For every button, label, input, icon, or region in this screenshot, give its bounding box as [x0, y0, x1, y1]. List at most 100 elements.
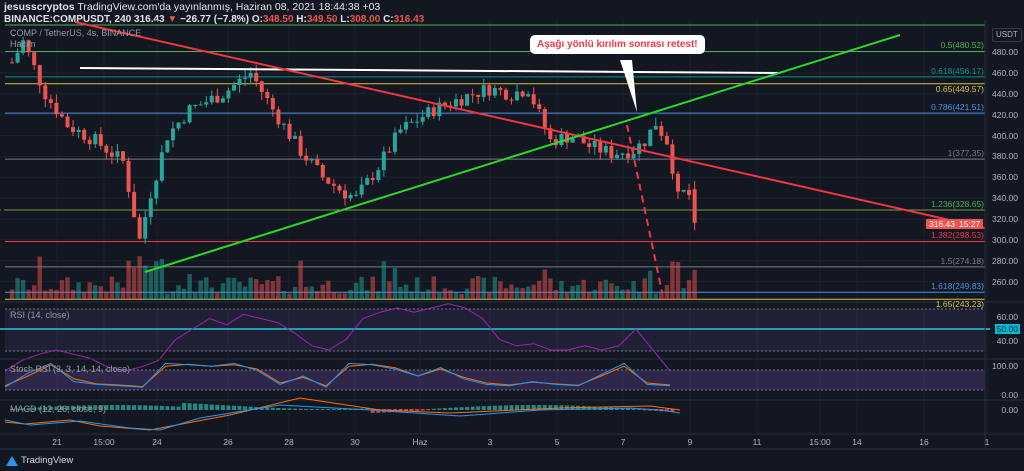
macd-hist-bar — [198, 403, 203, 410]
candle-body — [437, 102, 442, 116]
candle-body — [548, 128, 553, 140]
candle-body — [664, 135, 669, 145]
volume-bar — [170, 291, 176, 300]
time-axis-label: 3 — [487, 437, 493, 447]
volume-bar — [70, 289, 76, 300]
volume-bar — [353, 282, 359, 300]
macd-hist-bar — [10, 409, 14, 410]
volume-bar — [525, 286, 531, 300]
candle-body — [293, 136, 298, 139]
price-axis-label: 360.00 — [992, 172, 1018, 183]
macd-hist-bar — [82, 405, 87, 410]
candle-body — [315, 159, 320, 165]
volume-bar — [442, 288, 448, 300]
macd-hist-bar — [126, 405, 131, 410]
volume-bar — [575, 285, 581, 300]
volume-bar — [692, 269, 697, 300]
volume-bar — [681, 288, 686, 300]
time-axis-label: 28 — [284, 437, 294, 447]
macd-hist-bar — [309, 408, 314, 410]
macd-hist-bar — [281, 408, 286, 410]
projected-path-line[interactable] — [626, 124, 663, 293]
macd-hist-bar — [293, 408, 298, 410]
candle-body — [587, 143, 592, 148]
volume-bar — [231, 277, 237, 300]
volume-bar — [93, 285, 98, 300]
macd-hist-bar — [87, 405, 92, 410]
candle-body — [170, 128, 175, 141]
macd-hist-bar — [115, 405, 120, 410]
volume-bar — [320, 284, 325, 300]
price-axis-label: 380.00 — [992, 151, 1018, 162]
macd-hist-bar — [304, 408, 309, 410]
volume-bar — [126, 260, 131, 300]
macd-hist-bar — [620, 407, 625, 410]
volume-bar — [220, 283, 226, 300]
candle-body — [459, 99, 464, 106]
volume-bar — [331, 292, 337, 300]
volume-bar — [509, 284, 514, 300]
resistance-line[interactable] — [79, 67, 781, 74]
publish-date: TradingView.com'da yayınlanmış, Haziran … — [77, 1, 381, 13]
open-label: O: — [251, 14, 263, 25]
macd-hist-bar — [215, 404, 220, 410]
volume-bar — [37, 256, 42, 300]
candle-body — [431, 107, 436, 116]
candle-body — [503, 89, 508, 100]
candle-body — [415, 121, 420, 123]
macd-hist-bar — [320, 408, 325, 410]
price-axis-label: 340.00 — [992, 193, 1018, 204]
currency-label[interactable]: USDT — [992, 28, 1022, 42]
candle-body — [337, 185, 342, 191]
candle-body — [559, 134, 564, 146]
volume-bar — [259, 284, 264, 300]
macd-hist-bar — [176, 406, 181, 410]
candle-body — [603, 146, 608, 153]
candle-body — [115, 151, 120, 157]
time-axis-label: 7 — [620, 437, 626, 447]
candle-body — [581, 135, 586, 144]
macd-hist-bar — [670, 409, 675, 412]
price-axis-label: 400.00 — [992, 130, 1018, 141]
macd-hist-bar — [398, 409, 403, 412]
candle-body — [542, 108, 547, 129]
ascending-trendline[interactable] — [144, 34, 901, 273]
fib-level-label: 0.786(421.51) — [931, 102, 984, 113]
tradingview-logo[interactable]: TradingView — [6, 455, 73, 466]
candle-body — [681, 189, 686, 192]
candle-body — [281, 123, 286, 125]
descending-trendline[interactable] — [74, 21, 986, 229]
candle-body — [104, 145, 109, 153]
volume-bar — [326, 280, 331, 300]
candle-body — [609, 146, 614, 159]
volume-bar — [303, 286, 309, 300]
volume-bar — [520, 288, 525, 300]
macd-hist-bar — [326, 408, 331, 410]
macd-hist-bar — [331, 408, 336, 410]
macd-hist-bar — [581, 406, 586, 410]
candle-body — [209, 95, 214, 103]
candle-body — [465, 94, 470, 106]
macd-hist-bar — [503, 405, 508, 410]
tradingview-logo-icon — [6, 455, 18, 466]
volume-bar — [675, 262, 681, 300]
rsi-axis-label: 60.00 — [996, 312, 1018, 322]
rsi-axis-label-50: 50.00 — [994, 324, 1020, 334]
candle-body — [687, 189, 692, 195]
candle-body — [470, 94, 475, 96]
candle-body — [476, 94, 481, 97]
volume-bar — [209, 287, 214, 300]
rsi-label: RSI (14, close) — [10, 310, 70, 320]
time-axis-label: 15:00 — [809, 437, 831, 447]
candle-body — [82, 129, 87, 140]
volume-bar — [43, 290, 48, 300]
volume-bar — [54, 289, 59, 300]
candle-body — [15, 52, 20, 63]
open-value: 348.50 — [262, 14, 294, 25]
macd-hist-bar — [21, 408, 26, 410]
candle-body — [298, 136, 303, 156]
annotation-callout[interactable]: Aşağı yönlü kırılım sonrası retest! — [530, 35, 705, 54]
volume-bar — [242, 286, 248, 300]
volume-bar — [648, 270, 653, 300]
